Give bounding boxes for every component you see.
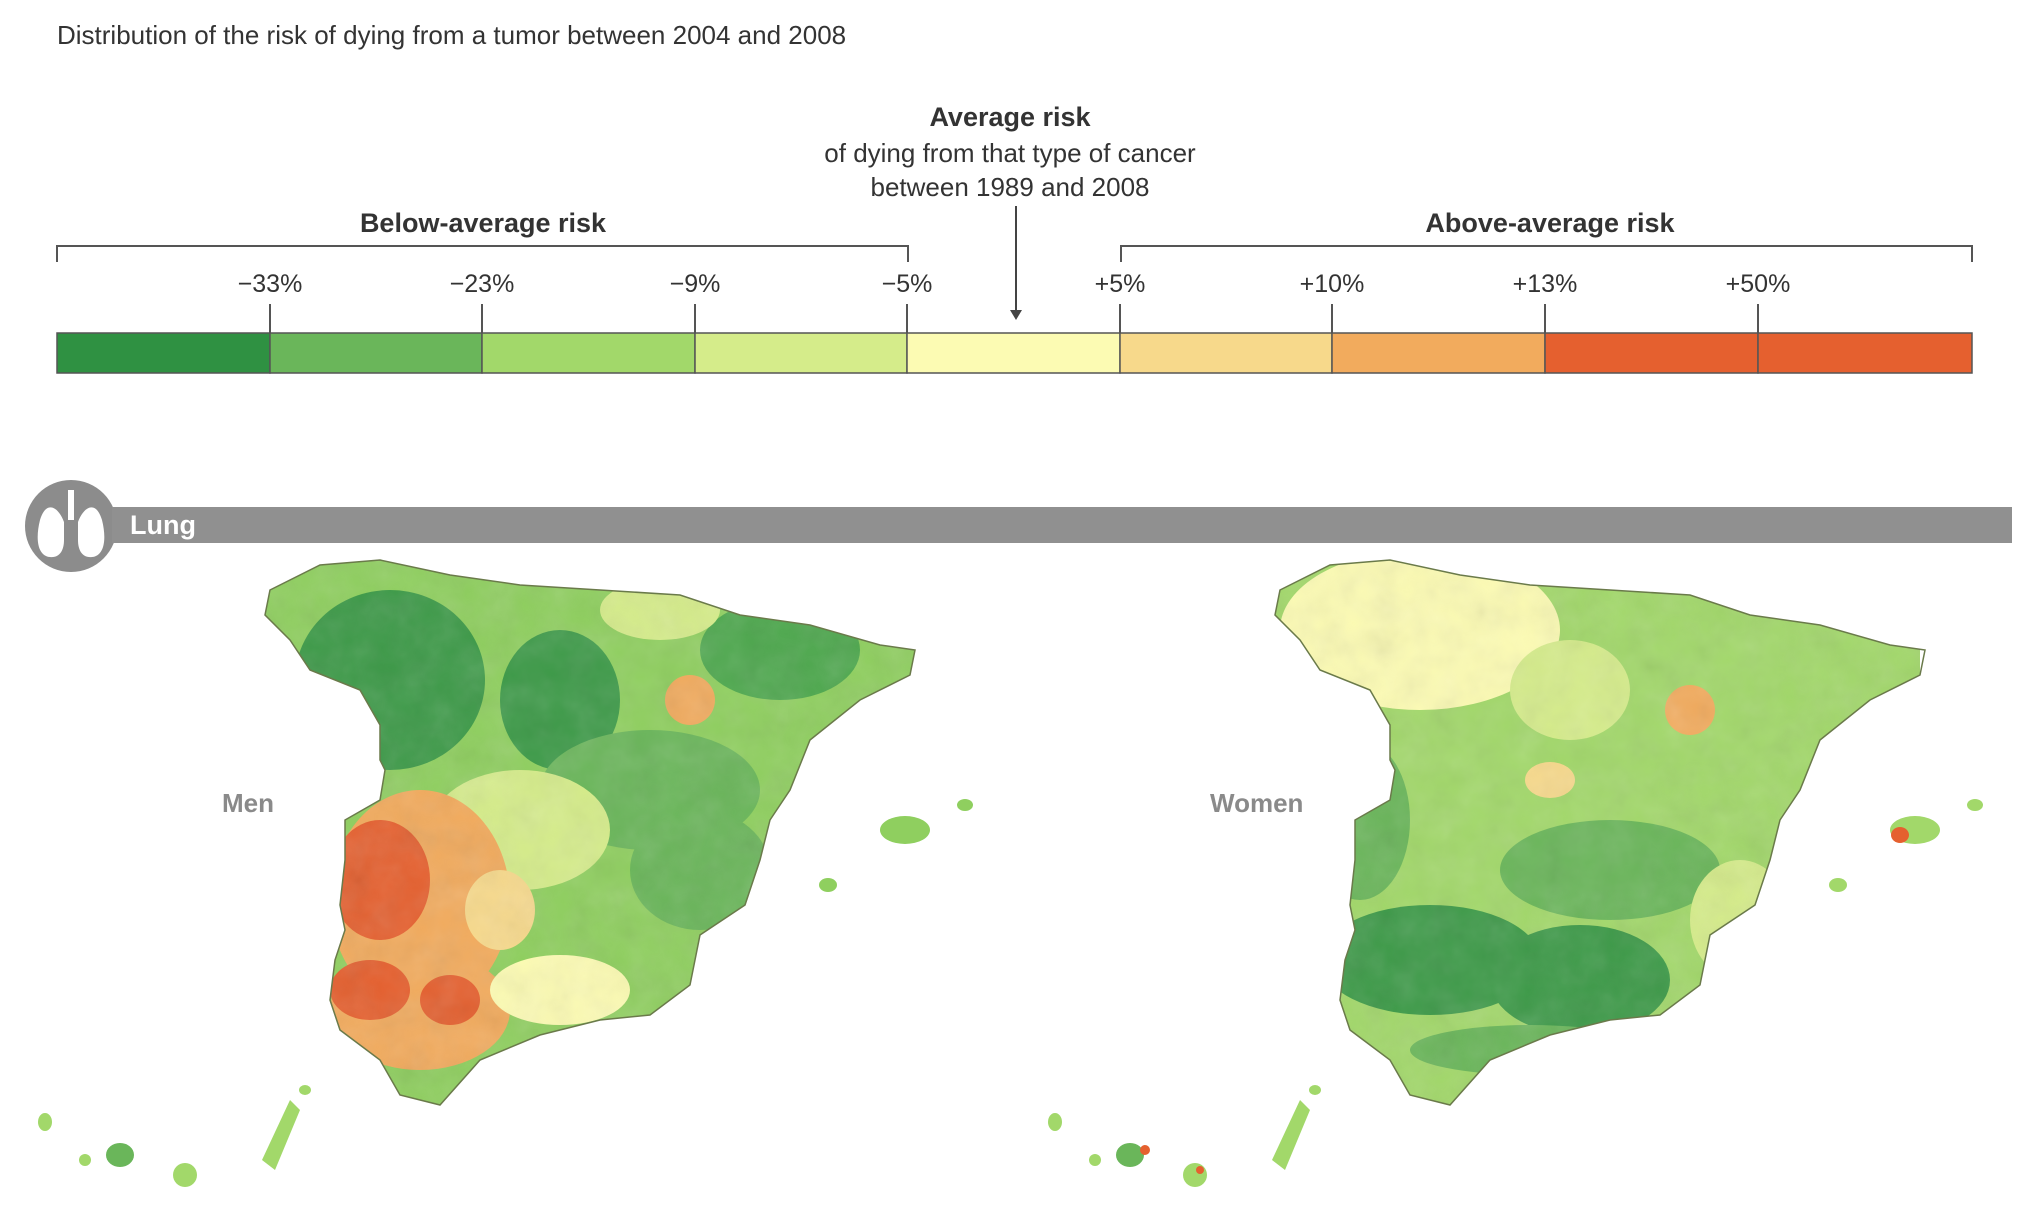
men-map [38, 559, 973, 1187]
scale-segment-3 [694, 332, 908, 374]
below-average-label: Below-average risk [359, 208, 607, 238]
men-map-label: Men [222, 788, 274, 818]
tick-label-minus23: −23% [449, 270, 515, 298]
above-average-bracket [1120, 245, 1973, 262]
lung-section-label: Lung [130, 510, 196, 540]
women-map [1048, 559, 1983, 1187]
scale-segment-7 [1544, 332, 1759, 374]
tick-label-plus13: +13% [1512, 270, 1578, 298]
tick-label-plus10: +10% [1299, 270, 1365, 298]
tick-label-minus5: −5% [881, 270, 933, 298]
lung-section-bar [112, 507, 2012, 543]
tick-label-minus9: −9% [669, 270, 721, 298]
scale-segment-2 [481, 332, 696, 374]
women-map-label: Women [1210, 788, 1304, 818]
lungs-icon [25, 480, 117, 572]
scale-segment-1 [269, 332, 483, 374]
scale-segment-8 [1757, 332, 1973, 374]
tick-label-plus5: +5% [1094, 270, 1146, 298]
tick-label-minus33: −33% [237, 270, 303, 298]
average-risk-title: Average risk [929, 102, 1091, 132]
tick-label-plus50: +50% [1725, 270, 1791, 298]
scale-segment-6 [1331, 332, 1546, 374]
scale-segment-5 [1119, 332, 1333, 374]
above-average-label: Above-average risk [1425, 208, 1675, 238]
scale-segment-4 [906, 332, 1121, 374]
average-risk-description-line1: of dying from that type of cancer [824, 138, 1196, 168]
average-risk-description-line2: between 1989 and 2008 [870, 172, 1150, 202]
chart-title: Distribution of the risk of dying from a… [57, 20, 847, 50]
average-arrow-head [1010, 310, 1022, 320]
below-average-bracket [56, 245, 909, 262]
scale-segment-0 [56, 332, 271, 374]
